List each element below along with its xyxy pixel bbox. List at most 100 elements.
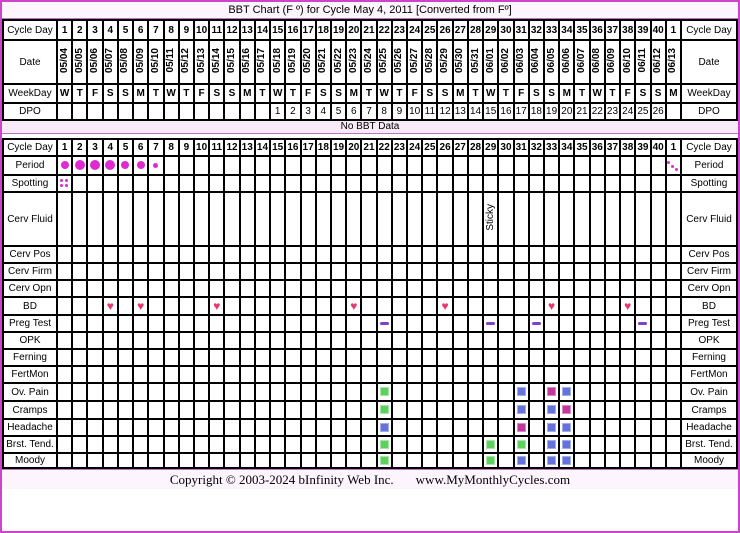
cell-cycle-day-2-col9: 9 — [177, 138, 195, 157]
cell-preg-test-col3 — [86, 314, 104, 333]
cell-date-col2: 05/05 — [71, 39, 89, 85]
cell-cerv-firm-col32 — [527, 262, 546, 281]
cell-opk-col32 — [527, 331, 546, 350]
cell-fertmon-col37 — [603, 365, 622, 384]
cell-cerv-firm-col41 — [664, 262, 683, 281]
cramps-intensity-square-magenta — [562, 405, 572, 415]
cell-moody-col8 — [162, 452, 180, 469]
cell-bd-col39 — [634, 296, 652, 316]
cell-headache-col32 — [527, 418, 546, 437]
cell-bd-col3 — [86, 296, 104, 316]
cell-cycle-day-col17: 17 — [299, 19, 317, 41]
cell-bd-col19 — [329, 296, 348, 316]
cell-cycle-day-col29: 29 — [482, 19, 500, 41]
cell-fertmon-col26 — [436, 365, 454, 384]
cell-headache-col8 — [162, 418, 180, 437]
cell-date-col9: 05/12 — [177, 39, 195, 85]
cell-cerv-fluid-col15 — [269, 191, 287, 247]
cell-cerv-opn-col30 — [497, 279, 515, 298]
cell-cycle-day-2-col25: 25 — [421, 138, 439, 157]
row-label-ov-pain-right: Ov. Pain — [680, 382, 738, 402]
cell-cycle-day-2-col3: 3 — [86, 138, 104, 157]
cell-dpo-col25: 11 — [421, 102, 439, 121]
cell-cerv-opn-col27 — [451, 279, 469, 298]
cell-cycle-day-2-col16: 16 — [284, 138, 302, 157]
cell-ferning-col24 — [406, 348, 424, 367]
cell-date-col35: 06/07 — [573, 39, 591, 85]
cell-cramps-col39 — [634, 400, 652, 420]
cell-cycle-day-2-col2: 2 — [71, 138, 89, 157]
cell-opk-col29 — [482, 331, 500, 350]
cell-cramps-col33 — [542, 400, 561, 420]
cell-ov-pain-col20 — [345, 382, 363, 402]
cell-headache-col1 — [55, 418, 74, 437]
cell-moody-col18 — [314, 452, 332, 469]
cell-cycle-day-col9: 9 — [177, 19, 195, 41]
cell-date-col39: 06/11 — [634, 39, 652, 85]
cell-cerv-pos-col5 — [116, 245, 135, 264]
date-value: 05/19 — [286, 47, 298, 74]
cell-cerv-fluid-col18 — [314, 191, 332, 247]
cell-headache-col35 — [573, 418, 591, 437]
cell-cerv-fluid-col25 — [421, 191, 439, 247]
cell-cerv-fluid-col10 — [192, 191, 211, 247]
cell-cerv-opn-col28 — [466, 279, 485, 298]
cell-cerv-pos-col12 — [223, 245, 241, 264]
cell-preg-test-col33 — [542, 314, 561, 333]
bd-heart-icon: ♥ — [441, 299, 449, 313]
cell-cerv-firm-col4 — [101, 262, 119, 281]
cell-brst-tend-col24 — [406, 435, 424, 454]
cell-weekday-col36: W — [588, 83, 606, 104]
cell-cerv-fluid-col26 — [436, 191, 454, 247]
cell-ferning-col10 — [192, 348, 211, 367]
cell-dpo-col21: 7 — [360, 102, 378, 121]
cell-fertmon-col21 — [360, 365, 378, 384]
cell-ov-pain-col6 — [132, 382, 150, 402]
ov-pain-intensity-square-blue — [516, 387, 526, 397]
cell-date-col33: 06/05 — [542, 39, 561, 85]
cell-preg-test-col12 — [223, 314, 241, 333]
cell-cerv-pos-col27 — [451, 245, 469, 264]
cell-date-col19: 05/22 — [329, 39, 348, 85]
cell-brst-tend-col37 — [603, 435, 622, 454]
cell-cramps-col2 — [71, 400, 89, 420]
cell-cerv-fluid-col9 — [177, 191, 195, 247]
cell-weekday-col1: W — [55, 83, 74, 104]
date-value: 06/08 — [591, 47, 603, 74]
calendar-header-table: Cycle Day 1 2 3 4 5 6 7 8 9 10 11 12 13 14 15 16 17 18 19 20… — [2, 19, 738, 121]
cell-period-col30 — [497, 155, 515, 176]
cell-cerv-pos-col14 — [253, 245, 272, 264]
cell-weekday-col8: W — [162, 83, 180, 104]
cell-cerv-opn-col32 — [527, 279, 546, 298]
cell-ov-pain-col7 — [147, 382, 165, 402]
cell-cerv-fluid-col7 — [147, 191, 165, 247]
cell-cycle-day-col37: 37 — [603, 19, 622, 41]
cell-headache-col24 — [406, 418, 424, 437]
cell-spotting-col12 — [223, 174, 241, 193]
cell-period-col40 — [649, 155, 667, 176]
cell-preg-test-col14 — [253, 314, 272, 333]
cell-moody-col6 — [132, 452, 150, 469]
cell-cerv-firm-col1 — [55, 262, 74, 281]
cell-cerv-opn-col2 — [71, 279, 89, 298]
cell-preg-test-col15 — [269, 314, 287, 333]
cell-period-col33 — [542, 155, 561, 176]
cell-cramps-col8 — [162, 400, 180, 420]
website-link[interactable]: www.MyMonthlyCycles.com — [415, 472, 571, 487]
cell-cycle-day-col39: 39 — [634, 19, 652, 41]
cell-cramps-col7 — [147, 400, 165, 420]
cell-ferning-col39 — [634, 348, 652, 367]
cell-cycle-day-col5: 5 — [116, 19, 135, 41]
row-label-cerv-firm-right: Cerv Firm — [680, 262, 738, 281]
cell-bd-col36 — [588, 296, 606, 316]
cell-cycle-day-col21: 21 — [360, 19, 378, 41]
cell-cerv-pos-col37 — [603, 245, 622, 264]
cell-dpo-col20: 6 — [345, 102, 363, 121]
cell-ov-pain-col33 — [542, 382, 561, 402]
cell-moody-col39 — [634, 452, 652, 469]
cell-spotting-col13 — [238, 174, 256, 193]
cell-dpo-col28: 14 — [466, 102, 485, 121]
cell-cerv-opn-col37 — [603, 279, 622, 298]
cell-brst-tend-col9 — [177, 435, 195, 454]
cell-preg-test-col17 — [299, 314, 317, 333]
